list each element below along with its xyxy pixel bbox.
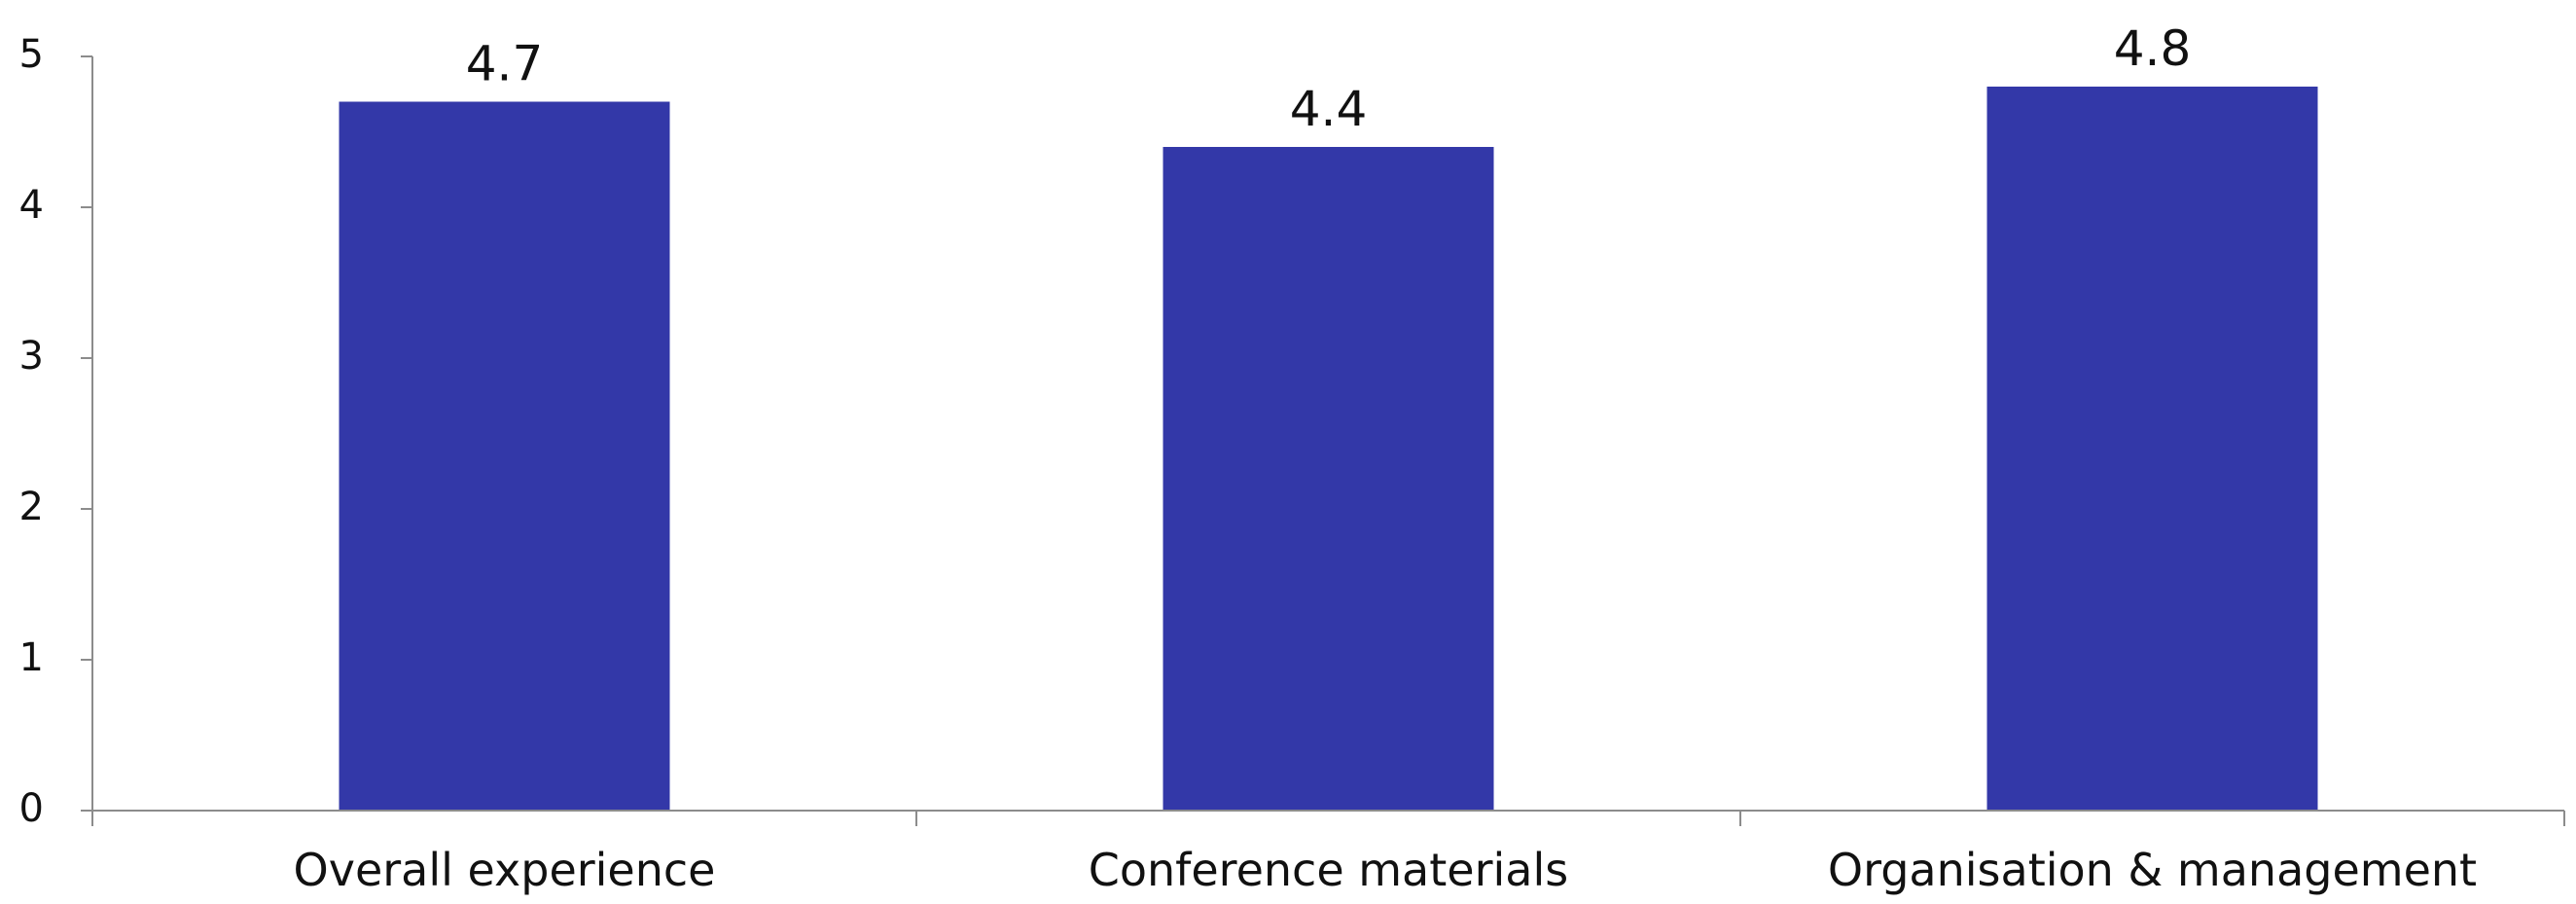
x-tick-label-2: Organisation & management	[1828, 844, 2477, 896]
y-tick-label-2: 2	[19, 485, 44, 529]
bar-2	[1986, 87, 2318, 811]
y-tick-label-3: 3	[19, 334, 44, 379]
x-tick-label-1: Conference materials	[1089, 844, 1568, 896]
data-label-2: 4.8	[2114, 20, 2192, 77]
bar-0	[339, 101, 670, 811]
x-tick-label-0: Overall experience	[294, 844, 716, 896]
plot-area: 0 1 2 3 4 5 Overall experience Conference mater…	[19, 20, 2565, 896]
y-tick-label-4: 4	[19, 183, 44, 228]
y-tick-label-5: 5	[19, 32, 44, 77]
bar-1	[1163, 147, 1494, 811]
data-label-1: 4.4	[1290, 81, 1368, 137]
data-label-0: 4.7	[466, 36, 544, 92]
y-tick-label-0: 0	[19, 786, 44, 831]
y-tick-label-1: 1	[19, 635, 44, 680]
